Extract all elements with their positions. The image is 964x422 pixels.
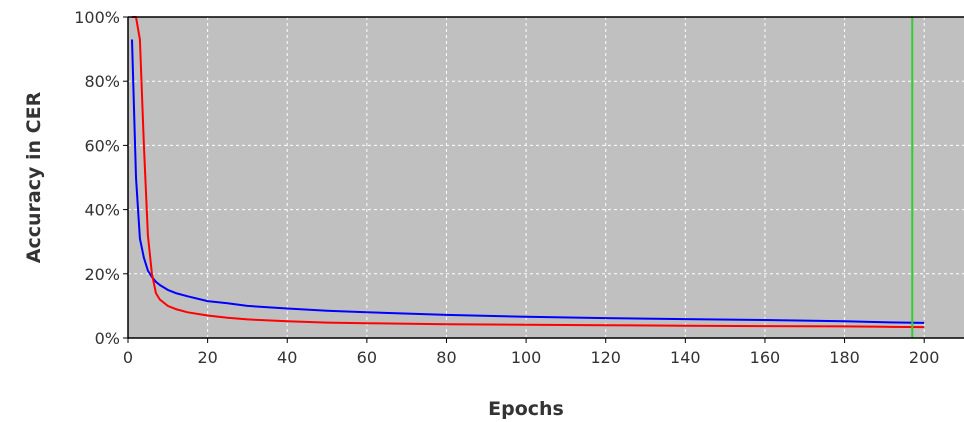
y-tick-label: 40% [84,201,120,220]
x-tick-label: 0 [123,348,133,367]
x-axis-ticks: 0 20 40 60 80 100 120 140 160 180 200 [123,338,940,367]
x-tick-label: 80 [436,348,456,367]
series-line-2 [132,16,925,329]
x-tick-label: 100 [511,348,542,367]
y-axis-ticks: 0% 20% 40% 60% 80% 100% [74,8,128,348]
x-tick-label: 180 [829,348,860,367]
grid-lines [128,17,964,338]
x-axis-title: Epochs [488,398,564,420]
x-tick-label: 120 [590,348,621,367]
series-lines [131,16,925,329]
x-tick-label: 60 [357,348,377,367]
y-tick-label: 0% [95,329,120,348]
y-tick-label: 80% [84,72,120,91]
series-line-1 [131,39,925,324]
plot-area [128,17,964,338]
x-tick-label: 20 [197,348,217,367]
x-tick-label: 200 [909,348,940,367]
x-tick-label: 140 [670,348,701,367]
y-tick-label: 20% [84,265,120,284]
y-axis-title: Accuracy in CER [23,91,45,263]
y-tick-label: 60% [84,136,120,155]
x-tick-label: 160 [750,348,781,367]
y-tick-label: 100% [74,8,120,27]
plot-frame [127,16,964,339]
plot-background [128,17,964,338]
x-tick-label: 40 [277,348,297,367]
